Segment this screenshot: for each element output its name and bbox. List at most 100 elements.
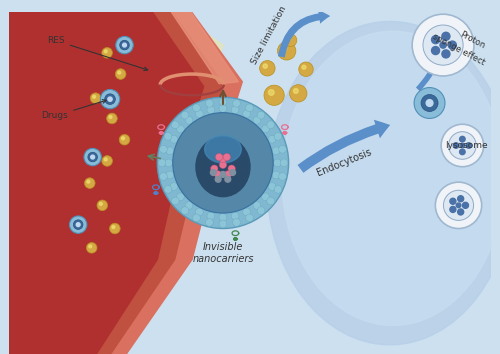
Circle shape <box>294 88 298 93</box>
Circle shape <box>262 193 270 201</box>
Circle shape <box>412 14 474 76</box>
Circle shape <box>268 183 276 190</box>
Circle shape <box>170 183 177 190</box>
Circle shape <box>242 110 250 118</box>
Circle shape <box>436 182 482 229</box>
Circle shape <box>453 143 459 148</box>
Ellipse shape <box>196 137 250 197</box>
Circle shape <box>460 149 465 155</box>
Circle shape <box>100 202 102 205</box>
Circle shape <box>466 143 471 148</box>
Circle shape <box>210 165 218 172</box>
Ellipse shape <box>282 31 500 326</box>
Circle shape <box>421 95 438 112</box>
Circle shape <box>264 85 284 105</box>
Circle shape <box>164 185 172 193</box>
Circle shape <box>274 185 282 193</box>
Text: Drugs: Drugs <box>42 99 106 120</box>
Circle shape <box>232 99 240 107</box>
Circle shape <box>104 94 116 104</box>
Circle shape <box>89 245 92 248</box>
Circle shape <box>458 209 464 215</box>
Circle shape <box>86 242 97 253</box>
Circle shape <box>442 32 450 40</box>
Polygon shape <box>0 0 242 354</box>
Circle shape <box>87 180 90 183</box>
Circle shape <box>122 137 124 140</box>
Polygon shape <box>124 9 223 115</box>
Circle shape <box>302 65 306 69</box>
Circle shape <box>246 104 254 112</box>
Circle shape <box>231 212 239 220</box>
Circle shape <box>104 158 107 161</box>
Circle shape <box>220 172 226 177</box>
Circle shape <box>164 132 172 140</box>
Circle shape <box>448 132 476 159</box>
Circle shape <box>442 50 450 58</box>
Circle shape <box>102 156 113 166</box>
FancyArrowPatch shape <box>298 120 390 173</box>
FancyArrowPatch shape <box>416 52 444 91</box>
Circle shape <box>192 104 200 112</box>
Circle shape <box>458 196 464 202</box>
Circle shape <box>432 46 440 55</box>
Circle shape <box>219 104 227 112</box>
Circle shape <box>456 203 461 208</box>
Circle shape <box>267 121 274 129</box>
Circle shape <box>166 147 173 155</box>
Circle shape <box>274 132 282 140</box>
Circle shape <box>74 220 83 229</box>
Circle shape <box>426 99 433 107</box>
Circle shape <box>230 170 235 176</box>
Circle shape <box>232 218 240 226</box>
Circle shape <box>116 69 126 79</box>
FancyArrowPatch shape <box>278 10 330 57</box>
Circle shape <box>70 216 87 233</box>
Text: Size limitation: Size limitation <box>250 5 288 66</box>
Circle shape <box>219 98 227 106</box>
Circle shape <box>119 135 130 145</box>
Circle shape <box>88 152 98 162</box>
Circle shape <box>158 159 166 167</box>
Circle shape <box>246 214 254 222</box>
Circle shape <box>220 155 226 163</box>
Circle shape <box>176 193 184 201</box>
Circle shape <box>196 208 203 216</box>
Circle shape <box>272 147 280 155</box>
Circle shape <box>460 136 465 142</box>
Circle shape <box>263 64 268 68</box>
Circle shape <box>440 42 446 48</box>
Circle shape <box>172 121 179 129</box>
Circle shape <box>219 213 227 221</box>
Circle shape <box>110 223 120 234</box>
Circle shape <box>280 159 288 167</box>
Circle shape <box>441 124 484 167</box>
Circle shape <box>224 171 232 178</box>
Text: sponge effect: sponge effect <box>431 32 486 68</box>
Circle shape <box>448 41 456 49</box>
Circle shape <box>112 225 115 229</box>
Circle shape <box>257 111 265 119</box>
Polygon shape <box>161 0 238 84</box>
Circle shape <box>181 111 189 119</box>
Circle shape <box>108 97 112 101</box>
Circle shape <box>100 90 119 109</box>
Circle shape <box>215 176 221 182</box>
Text: Endocytosis: Endocytosis <box>315 147 372 178</box>
Circle shape <box>116 36 133 54</box>
Ellipse shape <box>267 22 500 345</box>
Circle shape <box>118 71 120 74</box>
Circle shape <box>414 87 445 119</box>
Circle shape <box>220 161 226 169</box>
Circle shape <box>223 153 230 161</box>
Circle shape <box>450 198 456 204</box>
Circle shape <box>423 25 463 65</box>
Circle shape <box>450 206 456 212</box>
Circle shape <box>284 34 297 46</box>
Circle shape <box>76 223 80 227</box>
Circle shape <box>432 36 440 44</box>
Circle shape <box>460 143 464 148</box>
Circle shape <box>84 148 102 166</box>
Circle shape <box>172 197 179 205</box>
Circle shape <box>278 145 286 153</box>
